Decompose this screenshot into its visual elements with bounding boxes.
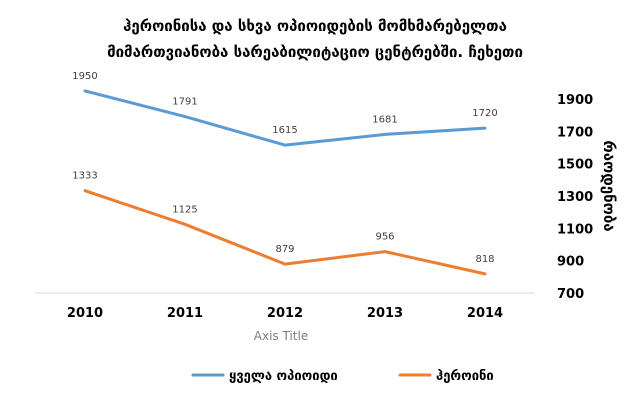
y-tick-label: 700 [557, 287, 584, 302]
x-axis-title: Axis Title [254, 329, 308, 343]
x-tick-label: 2013 [367, 306, 403, 321]
data-label: 1333 [72, 171, 97, 182]
y-tick-label: 1700 [557, 125, 593, 140]
data-label: 818 [475, 254, 494, 265]
x-tick-label: 2011 [167, 306, 203, 321]
x-tick-label: 2012 [267, 306, 303, 321]
data-label: 1615 [272, 125, 297, 136]
data-label: 879 [275, 244, 294, 255]
data-label: 1681 [372, 114, 397, 125]
y-axis-title: რაოდენობა [600, 140, 618, 231]
x-tick-label: 2014 [467, 306, 503, 321]
y-tick-label: 1900 [557, 93, 593, 108]
series-line-1 [83, 89, 487, 147]
legend-label-2: ჰეროინი [436, 369, 494, 384]
x-tick-label: 2010 [67, 306, 103, 321]
legend-label-1: ყველა ოპიოიდი [229, 369, 338, 384]
data-label: 956 [375, 232, 394, 243]
y-tick-label: 1300 [557, 190, 593, 205]
series-line-2 [83, 189, 487, 276]
data-label: 1720 [472, 108, 497, 119]
y-tick-label: 1100 [557, 222, 593, 237]
chart-title-line-2: მიმართვიანობა სარეაბილიტაციო ცენტრებში. … [107, 43, 523, 61]
data-label: 1950 [72, 71, 97, 82]
y-tick-label: 900 [557, 255, 584, 270]
chart-title-line-1: ჰეროინისა და სხვა ოპიოიდების მომხმარებელ… [123, 17, 507, 35]
y-tick-label: 1500 [557, 158, 593, 173]
data-label: 1791 [172, 97, 197, 108]
data-label: 1125 [172, 204, 197, 215]
